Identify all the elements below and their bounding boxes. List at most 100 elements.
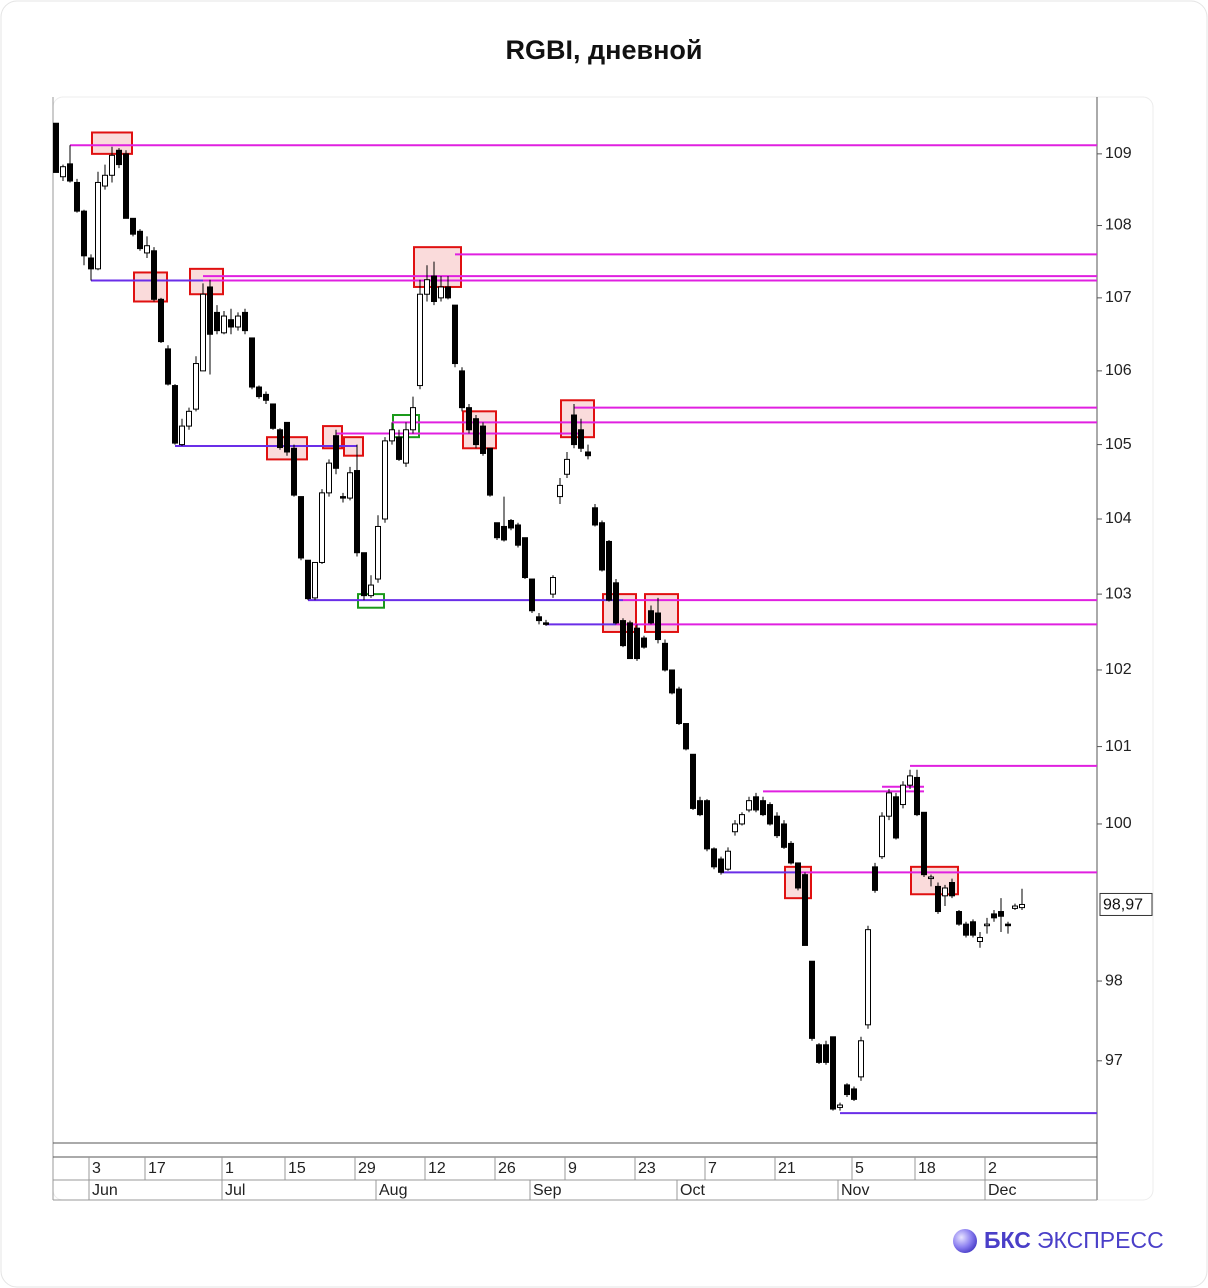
candle-body xyxy=(368,584,374,597)
chart-title: RGBI, дневной xyxy=(506,35,703,65)
candle-body xyxy=(382,440,388,520)
x-tick-label: 18 xyxy=(918,1160,936,1177)
candle-body xyxy=(305,559,311,600)
candle-body xyxy=(88,257,94,270)
candle-body xyxy=(543,622,549,625)
candle-body xyxy=(963,923,969,936)
candle-body xyxy=(935,885,941,913)
candle-body xyxy=(53,122,59,173)
candle-body xyxy=(627,622,633,660)
zone-box xyxy=(322,425,343,450)
candle-body xyxy=(319,492,325,563)
candle-body xyxy=(347,472,353,499)
candle-body xyxy=(403,429,409,464)
candle-body xyxy=(550,577,556,595)
last-price-label: 98,97 xyxy=(1103,897,1143,914)
candle-body xyxy=(207,286,213,335)
y-tick-label: 97 xyxy=(1105,1052,1123,1069)
candle-body xyxy=(116,149,122,166)
month-label: Dec xyxy=(988,1182,1016,1199)
candle-body xyxy=(599,522,605,571)
candle-body xyxy=(60,166,66,178)
candle-body xyxy=(977,937,983,942)
candle-body xyxy=(669,669,675,694)
candle-body xyxy=(235,315,241,328)
candle-body xyxy=(158,298,164,343)
candle-body xyxy=(781,823,787,848)
zone-box xyxy=(560,399,595,439)
zone-box xyxy=(189,267,224,296)
candle-body xyxy=(634,627,640,660)
candle-body xyxy=(571,414,577,446)
candle-body xyxy=(879,815,885,858)
candle-body xyxy=(1019,903,1025,909)
candle-body xyxy=(774,815,780,837)
candle-body xyxy=(753,796,759,811)
candle-body xyxy=(886,792,892,817)
brand-name: БКС xyxy=(984,1227,1031,1253)
y-tick-label: 98 xyxy=(1105,972,1123,989)
candle-body xyxy=(473,418,479,446)
x-tick-label: 15 xyxy=(288,1160,306,1177)
candle-body xyxy=(396,436,402,460)
candle-body xyxy=(739,814,745,825)
candle-body xyxy=(809,960,815,1039)
month-label: Nov xyxy=(841,1182,869,1199)
candle-body xyxy=(816,1044,822,1063)
candle-body xyxy=(970,921,976,936)
candle-body xyxy=(494,522,500,539)
candle-body xyxy=(459,370,465,409)
candle-body xyxy=(830,1036,836,1110)
x-tick-label: 1 xyxy=(225,1160,234,1177)
candle-body xyxy=(865,929,871,1026)
candle-body xyxy=(270,403,276,429)
y-tick-label: 104 xyxy=(1105,510,1132,527)
candle-body xyxy=(893,796,899,839)
candle-body xyxy=(438,286,444,299)
candle-body xyxy=(501,525,507,541)
candle-body xyxy=(284,421,290,453)
candle-body xyxy=(767,804,773,825)
candle-body xyxy=(697,800,703,816)
candle-body xyxy=(620,620,626,647)
y-tick-label: 102 xyxy=(1105,661,1132,678)
month-label: Aug xyxy=(379,1182,407,1199)
brand-logo xyxy=(953,1229,977,1253)
candle-body xyxy=(193,363,199,410)
candle-body xyxy=(837,1104,843,1108)
candle-body xyxy=(662,642,668,671)
candle-body xyxy=(200,293,206,372)
last-price-box xyxy=(1099,892,1153,916)
candle-body xyxy=(123,153,129,219)
candle-body xyxy=(151,250,157,300)
candle-body xyxy=(760,800,766,816)
x-tick-label: 17 xyxy=(148,1160,166,1177)
candle-body xyxy=(655,612,661,641)
candle-body xyxy=(424,279,430,295)
candle-body xyxy=(326,462,332,494)
brand-product: ЭКСПРЕСС xyxy=(1037,1227,1164,1253)
candle-body xyxy=(676,688,682,725)
candle-body xyxy=(718,858,724,873)
candle-body xyxy=(431,275,437,302)
candle-body xyxy=(452,304,458,365)
candle-body xyxy=(137,230,143,250)
candle-body xyxy=(788,842,794,864)
candle-body xyxy=(466,407,472,431)
candle-body xyxy=(340,496,346,499)
candle-body xyxy=(361,552,367,597)
chart-panel xyxy=(52,96,1154,1201)
candle-body xyxy=(522,537,528,579)
candle-body xyxy=(445,286,451,299)
candle-body xyxy=(515,524,521,546)
candle-body xyxy=(81,210,87,257)
x-tick-label: 21 xyxy=(778,1160,796,1177)
candle-body xyxy=(375,525,381,580)
candle-body xyxy=(725,850,731,870)
candle-body xyxy=(914,776,920,816)
month-label: Jul xyxy=(225,1182,245,1199)
candle-body xyxy=(263,393,269,401)
candle-body xyxy=(991,913,997,919)
candle-body xyxy=(214,311,220,332)
